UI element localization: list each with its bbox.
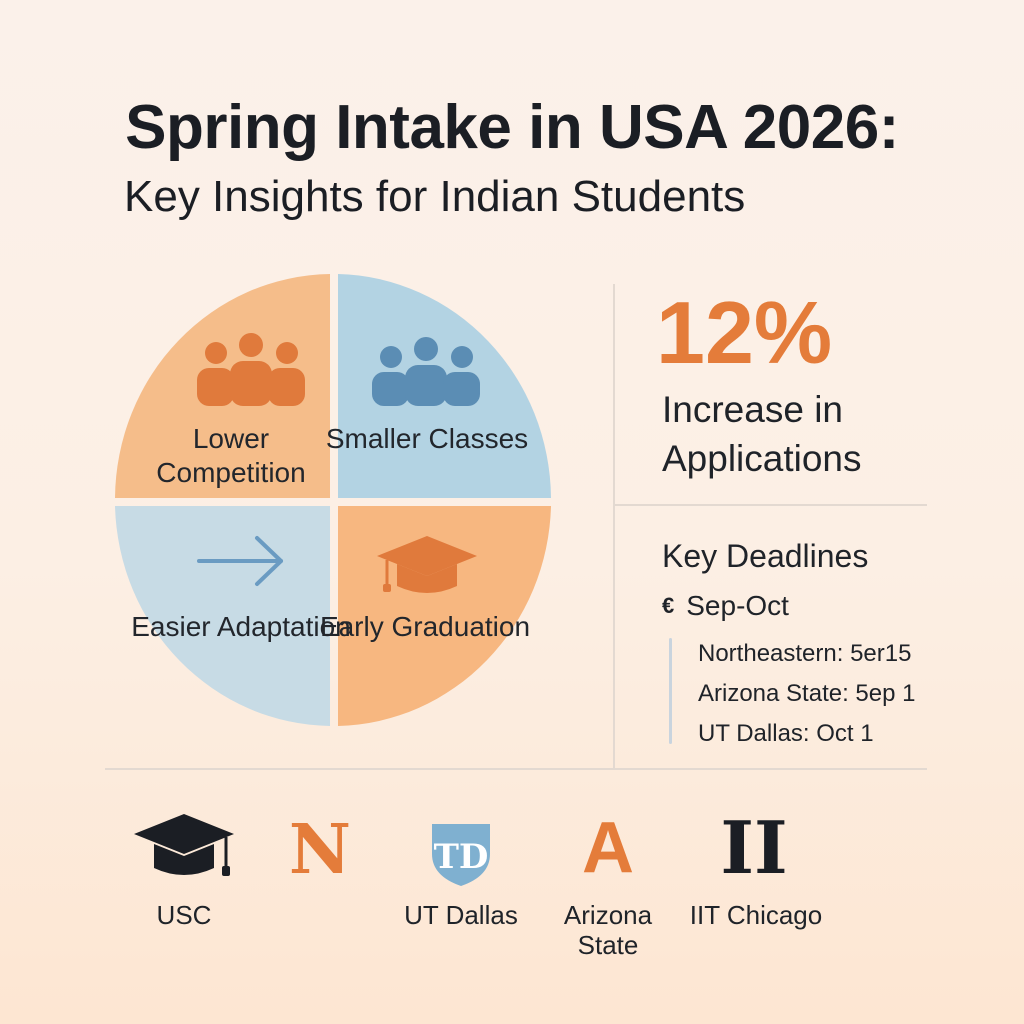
graduation-cap-icon — [134, 814, 234, 876]
university-name: IIT Chicago — [689, 900, 823, 930]
graduation-cap-icon — [377, 536, 477, 593]
section-divider — [105, 768, 927, 770]
quadrant-label: Lower Competition — [156, 423, 306, 488]
stat-value: 12% — [656, 283, 833, 382]
deadline-item: UT Dallas: Oct 1 — [698, 720, 874, 747]
deadlines-title: Key Deadlines — [662, 538, 869, 574]
quadrant-label: Early Graduation — [319, 611, 531, 642]
university-name: Arizona State — [563, 900, 653, 960]
stat-label: Increase in Applications — [662, 389, 862, 479]
benefits-quadrant-chart: Lower Competition Smaller Classes Easier… — [115, 274, 551, 726]
vertical-divider — [613, 284, 615, 768]
deadline-range-label: Sep-Oct — [686, 590, 789, 621]
shield-monogram: TD — [434, 837, 489, 877]
quadrant-label: Easier Adaptation — [131, 611, 351, 642]
quadrant-label: Smaller Classes — [325, 423, 529, 454]
page-subtitle: Key Insights for Indian Students — [124, 172, 746, 221]
university-name: UT Dallas — [404, 900, 518, 930]
deadline-timeline — [669, 638, 672, 744]
university-name: USC — [156, 900, 212, 930]
iit-chicago-logo: II — [720, 805, 788, 890]
people-group-icon — [197, 333, 305, 406]
deadline-range: € Sep-Oct — [662, 590, 789, 622]
page-title: Spring Intake in USA 2026: — [125, 93, 899, 162]
calendar-icon: € — [662, 593, 675, 618]
deadline-item: Northeastern: 5er15 — [698, 640, 912, 667]
arrow-right-icon — [197, 536, 283, 586]
northeastern-logo: N — [288, 810, 352, 890]
stat-divider — [615, 504, 927, 506]
deadline-item: Arizona State: 5ep 1 — [698, 680, 916, 707]
shield-icon: TD — [432, 824, 490, 886]
arizona-state-logo: A — [582, 808, 634, 888]
people-group-icon — [372, 337, 480, 406]
